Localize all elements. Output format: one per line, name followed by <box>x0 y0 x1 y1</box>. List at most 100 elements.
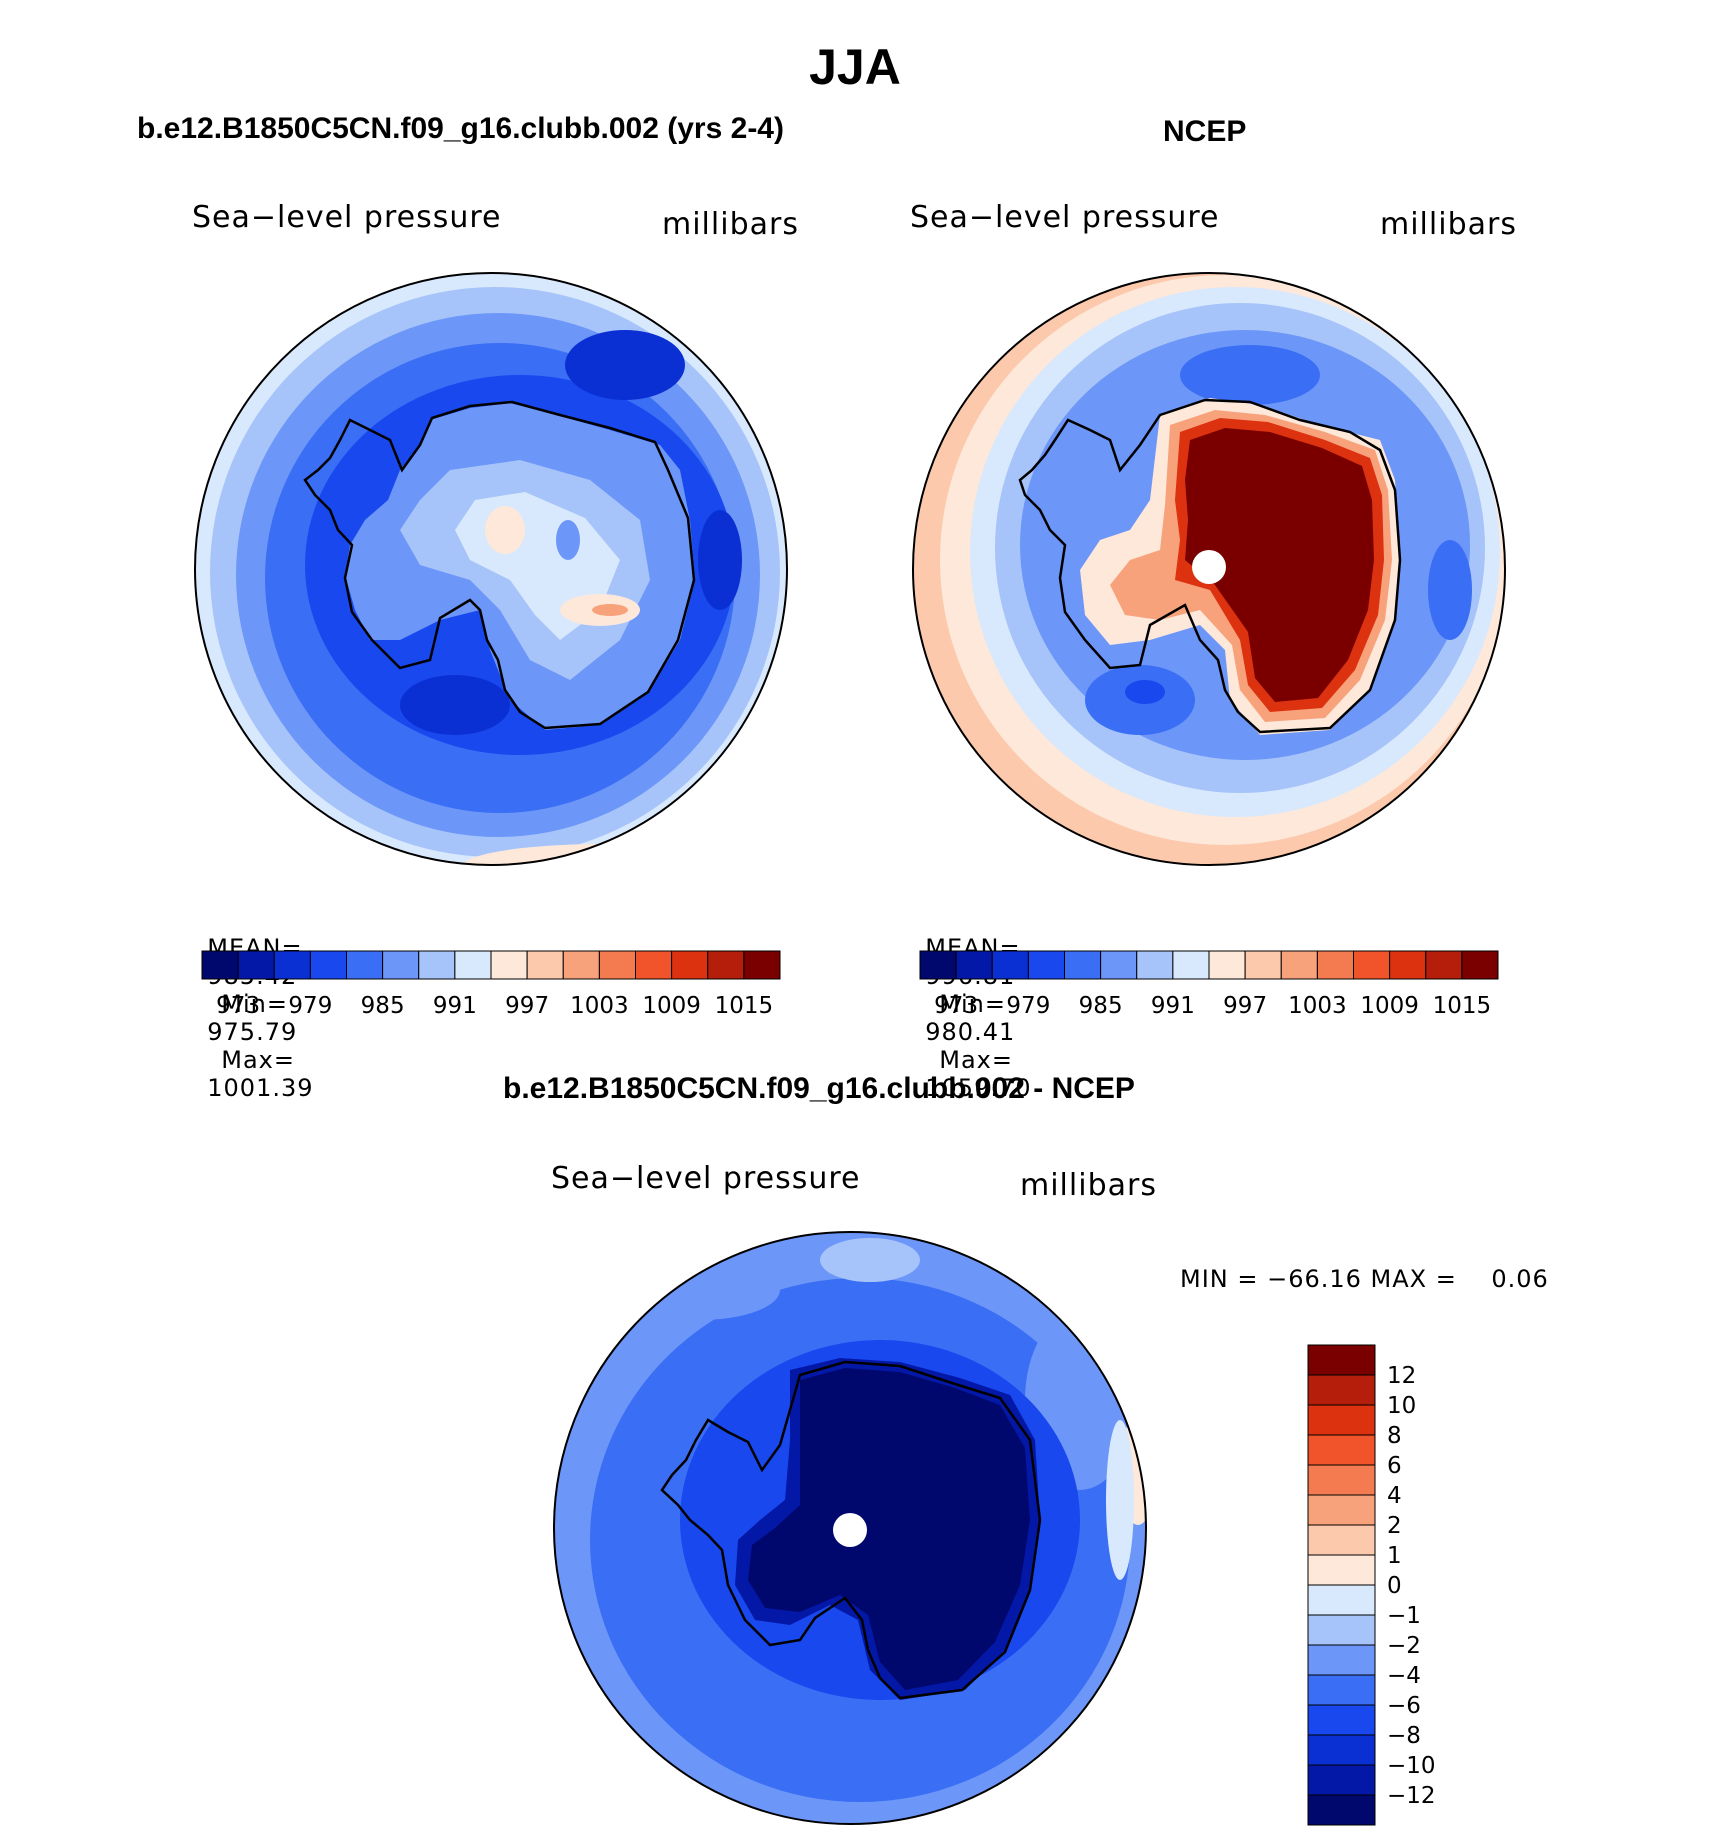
diff-colorbar-swatch <box>1307 1734 1376 1766</box>
model-min-label: Min= <box>221 990 288 1018</box>
ncep-min-label: Min= <box>939 990 1006 1018</box>
model-low-core-1 <box>400 675 510 735</box>
model-colorbar-swatch <box>707 950 745 980</box>
diff-colorbar-tick-label: 4 <box>1387 1483 1402 1509</box>
model-min-value: 975.79 <box>207 1018 298 1046</box>
ncep-colorbar-swatch <box>1353 950 1391 980</box>
diff-colorbar-swatch <box>1307 1584 1376 1616</box>
model-colorbar-tick-label: 985 <box>361 993 405 1019</box>
diff-colorbar-swatch <box>1307 1704 1376 1736</box>
model-colorbar-tick-label: 997 <box>505 993 549 1019</box>
diff-colorbar-swatch <box>1307 1614 1376 1646</box>
diff-colorbar-swatch <box>1307 1464 1376 1496</box>
model-peak-3 <box>592 604 628 616</box>
diff-colorbar-swatch <box>1307 1374 1376 1406</box>
model-panel-heading: b.e12.B1850C5CN.f09_g16.clubb.002 (yrs 2… <box>137 112 784 145</box>
diff-colorbar-tick-label: 2 <box>1387 1513 1402 1539</box>
model-colorbar-tick-label: 1015 <box>715 993 774 1019</box>
diff-colorbar-swatch <box>1307 1434 1376 1466</box>
ncep-map-border <box>912 272 1506 866</box>
ncep-colorbar-swatch <box>955 950 993 980</box>
diff-missing-pole <box>833 1513 867 1547</box>
model-colorbar-tick-label: 1009 <box>642 993 701 1019</box>
ncep-colorbar-swatch <box>1280 950 1318 980</box>
diff-coastline <box>660 1360 1042 1700</box>
model-colorbar-tick-label: 979 <box>288 993 332 1019</box>
model-colorbar-swatch <box>382 950 420 980</box>
model-colorbar-swatch <box>671 950 709 980</box>
diff-colorbar-tick-label: −1 <box>1387 1603 1421 1629</box>
ncep-variable-label: Sea−level pressure <box>910 200 1220 235</box>
model-max-value: 1001.39 <box>207 1074 314 1102</box>
model-colorbar-tick-label: 973 <box>216 993 260 1019</box>
diff-colorbar-tick-label: 1 <box>1387 1543 1402 1569</box>
ncep-plateau-peak <box>1185 428 1374 702</box>
diff-units-label: millibars <box>1020 1168 1157 1203</box>
diff-colorbar-tick-label: −6 <box>1387 1693 1421 1719</box>
model-peak-1 <box>485 506 525 554</box>
ncep-colorbar-tick-label: 1003 <box>1288 993 1347 1019</box>
model-colorbar-swatch <box>635 950 673 980</box>
ncep-colorbar-swatch <box>1064 950 1102 980</box>
diff-colorbar-tick-label: −10 <box>1387 1753 1436 1779</box>
model-max-label: Max= <box>221 1046 295 1074</box>
ncep-panel-heading: NCEP <box>1163 115 1247 148</box>
model-colorbar-swatch <box>743 950 781 980</box>
diff-core <box>748 1368 1030 1690</box>
ncep-max-value: 1059.70 <box>925 1074 1032 1102</box>
ncep-colorbar-tick-label: 997 <box>1223 993 1267 1019</box>
ncep-colorbar-tick-label: 991 <box>1151 993 1195 1019</box>
ncep-max-label: Max= <box>939 1046 1013 1074</box>
ncep-colorbar-tick-label: 979 <box>1006 993 1050 1019</box>
ncep-colorbar-swatch <box>1208 950 1246 980</box>
diff-colorbar-tick-label: 6 <box>1387 1453 1402 1479</box>
diff-variable-label: Sea−level pressure <box>551 1161 861 1196</box>
ncep-colorbar-tick-label: 973 <box>934 993 978 1019</box>
model-colorbar-swatch <box>237 950 275 980</box>
ncep-colorbar-tick-label: 1015 <box>1433 993 1492 1019</box>
diff-panel-heading: b.e12.B1850C5CN.f09_g16.clubb.002 - NCEP <box>503 1072 1135 1105</box>
ncep-colorbar-swatch <box>1316 950 1354 980</box>
ncep-colorbar-swatch <box>1461 950 1499 980</box>
diff-colorbar-swatch <box>1307 1554 1376 1586</box>
ncep-colorbar-swatch <box>1244 950 1282 980</box>
ncep-colorbar-swatch <box>919 950 957 980</box>
diff-colorbar-tick-label: 10 <box>1387 1393 1416 1419</box>
ncep-low-2 <box>1428 540 1472 640</box>
ncep-colorbar-swatch <box>1027 950 1065 980</box>
ncep-min-value: 980.41 <box>925 1018 1016 1046</box>
diff-map-border <box>553 1231 1147 1825</box>
diff-colorbar-tick-label: −12 <box>1387 1783 1436 1809</box>
model-coastline <box>303 400 696 730</box>
diff-min-max: MIN = −66.16 MAX = 0.06 <box>1180 1265 1549 1293</box>
diff-colorbar-swatch <box>1307 1764 1376 1796</box>
model-colorbar-swatch <box>562 950 600 980</box>
ncep-missing-pole <box>1192 550 1226 584</box>
diff-colorbar-swatch <box>1307 1494 1376 1526</box>
diff-colorbar-swatch <box>1307 1404 1376 1436</box>
model-colorbar-tick-label: 991 <box>433 993 477 1019</box>
ncep-colorbar-tick-label: 1009 <box>1360 993 1419 1019</box>
diff-colorbar-swatch <box>1307 1794 1376 1826</box>
ncep-low-core <box>1125 680 1165 704</box>
diff-colorbar-tick-label: 12 <box>1387 1363 1416 1389</box>
diff-colorbar-tick-label: 8 <box>1387 1423 1402 1449</box>
diff-colorbar-swatch <box>1307 1344 1376 1376</box>
ncep-units-label: millibars <box>1380 207 1517 242</box>
model-colorbar-swatch <box>454 950 492 980</box>
model-variable-label: Sea−level pressure <box>192 200 502 235</box>
diff-colorbar-tick-label: 0 <box>1387 1573 1402 1599</box>
model-local-low <box>556 520 580 560</box>
model-colorbar-swatch <box>346 950 384 980</box>
ncep-colorbar-swatch <box>1389 950 1427 980</box>
model-units-label: millibars <box>662 207 799 242</box>
diff-colorbar-swatch <box>1307 1524 1376 1556</box>
diff-colorbar-tick-label: −2 <box>1387 1633 1421 1659</box>
diff-colorbar-tick-label: −4 <box>1387 1663 1421 1689</box>
model-colorbar-swatch <box>418 950 456 980</box>
